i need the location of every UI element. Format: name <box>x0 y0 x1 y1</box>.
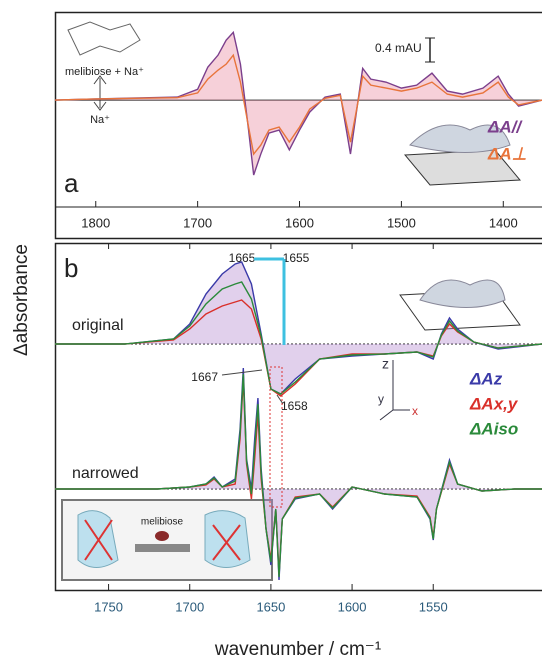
panel-label: b <box>64 253 78 283</box>
annotation: melibiose + Na⁺ <box>65 66 144 78</box>
axis-letter: z <box>382 356 389 372</box>
annotation: 0.4 mAU <box>375 41 422 55</box>
ion-arrow <box>93 75 107 111</box>
transporter-helix <box>84 519 113 561</box>
x-tick-label: 1500 <box>387 215 416 230</box>
area <box>55 32 542 176</box>
sugar-icon <box>155 531 169 541</box>
transporter-icon <box>204 510 251 568</box>
protein-icon <box>419 279 506 308</box>
axis-letter: x <box>412 404 418 418</box>
annotation: 1655 <box>283 251 310 265</box>
x-tick-label: 1700 <box>183 215 212 230</box>
annotation: 1665 <box>229 251 256 265</box>
legend-label: ΔA// <box>487 117 523 136</box>
spectrum-line <box>54 53 542 156</box>
spectrum-line <box>55 373 542 578</box>
peak-pointer <box>221 369 284 405</box>
x-tick-label: 1700 <box>175 599 204 614</box>
legend-label: ΔA⊥ <box>487 144 527 163</box>
panel-a-frame <box>54 11 542 240</box>
axis-letter: y <box>378 392 384 406</box>
annotation: original <box>72 317 124 334</box>
annotation: narrowed <box>72 465 139 482</box>
annotation: Na⁺ <box>90 114 110 126</box>
annotation: melibiose <box>141 517 184 528</box>
x-tick-label: 1600 <box>338 599 367 614</box>
spectrum-line <box>54 30 542 176</box>
legend-label: ΔAz <box>469 369 503 388</box>
x-tick-label: 1650 <box>256 599 285 614</box>
highlight-box <box>269 366 283 508</box>
axes-icon <box>379 360 410 421</box>
transporter-helix <box>212 524 241 561</box>
annotation: 1667 <box>191 370 218 384</box>
x-tick-label: 1800 <box>81 215 110 230</box>
x-axis-title: wavenumber / cm⁻¹ <box>214 639 381 660</box>
molecule-icon <box>67 21 141 56</box>
panel-b-frame <box>54 242 542 592</box>
spectrum-line <box>55 261 542 395</box>
annotation: 1658 <box>281 399 308 413</box>
panel-label: a <box>64 168 79 198</box>
x-tick-label: 1600 <box>285 215 314 230</box>
spectrum-line <box>55 281 542 395</box>
spectrum-line <box>55 299 542 397</box>
x-tick-label: 1750 <box>94 599 123 614</box>
y-axis-title: Δabsorbance <box>11 244 32 356</box>
x-tick-label: 1550 <box>419 599 448 614</box>
x-tick-label: 1400 <box>489 215 518 230</box>
peak-bracket <box>254 257 286 345</box>
legend-label: ΔAx,y <box>469 394 519 413</box>
legend-label: ΔAiso <box>469 419 518 438</box>
protein-icon <box>409 124 511 153</box>
